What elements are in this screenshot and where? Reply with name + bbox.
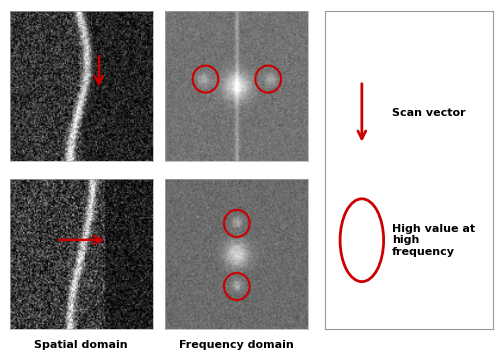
Text: Spatial domain: Spatial domain — [34, 340, 128, 350]
Text: Frequency domain: Frequency domain — [179, 340, 294, 350]
Text: Scan vector: Scan vector — [392, 108, 466, 118]
Text: High value at
high
frequency: High value at high frequency — [392, 224, 475, 257]
